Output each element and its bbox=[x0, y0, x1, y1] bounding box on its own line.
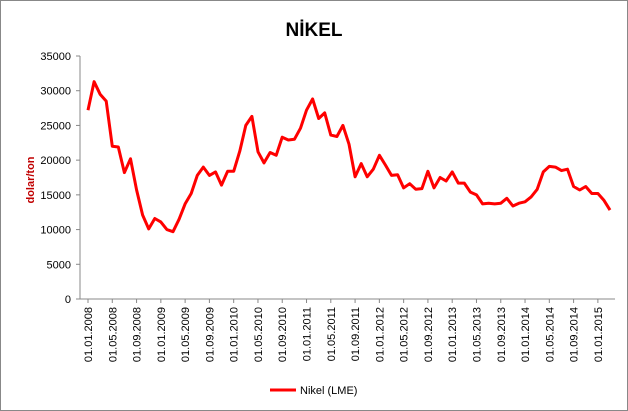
x-tick-label: 01.09.2014 bbox=[569, 307, 581, 362]
x-tick-label: 01.05.2012 bbox=[399, 307, 411, 362]
x-tick-label: 01.01.2015 bbox=[593, 307, 605, 362]
x-tick-label: 01.01.2008 bbox=[83, 307, 95, 362]
x-tick-label: 01.09.2012 bbox=[423, 307, 435, 362]
y-tick-label: 20000 bbox=[40, 155, 71, 167]
x-tick-label: 01.05.2009 bbox=[180, 307, 192, 362]
x-tick-label: 01.09.2008 bbox=[132, 307, 144, 362]
y-axis-title: dolar/ton bbox=[25, 156, 37, 203]
legend-label: Nikel (LME) bbox=[300, 385, 357, 397]
x-tick-label: 01.09.2009 bbox=[204, 307, 216, 362]
x-tick-label: 01.01.2014 bbox=[520, 307, 532, 362]
x-tick-label: 01.05.2013 bbox=[471, 307, 483, 362]
x-tick-label: 01.01.2009 bbox=[156, 307, 168, 362]
y-tick-label: 15000 bbox=[40, 190, 71, 202]
y-tick-label: 10000 bbox=[40, 225, 71, 237]
y-tick-label: 30000 bbox=[40, 86, 71, 98]
x-tick-label: 01.01.2013 bbox=[447, 307, 459, 362]
data-line bbox=[86, 80, 612, 234]
x-tick-label: 01.01.2010 bbox=[229, 307, 241, 362]
y-tick-label: 35000 bbox=[40, 51, 71, 63]
x-tick-label: 01.09.2013 bbox=[496, 307, 508, 362]
x-tick-label: 01.05.2008 bbox=[107, 307, 119, 362]
x-tick-label: 01.01.2011 bbox=[302, 307, 314, 361]
x-tick-label: 01.01.2012 bbox=[374, 307, 386, 362]
chart-title: NİKEL bbox=[286, 20, 343, 41]
y-tick-label: 5000 bbox=[47, 259, 71, 271]
y-tick-label: 0 bbox=[65, 294, 71, 306]
x-tick-label: 01.05.2014 bbox=[544, 307, 556, 362]
x-tick-label: 01.05.2011 bbox=[326, 307, 338, 361]
y-tick-label: 25000 bbox=[40, 120, 71, 132]
x-tick-label: 01.09.2010 bbox=[277, 307, 289, 362]
x-tick-label: 01.09.2011 bbox=[350, 307, 362, 361]
x-tick-label: 01.05.2010 bbox=[253, 307, 265, 362]
